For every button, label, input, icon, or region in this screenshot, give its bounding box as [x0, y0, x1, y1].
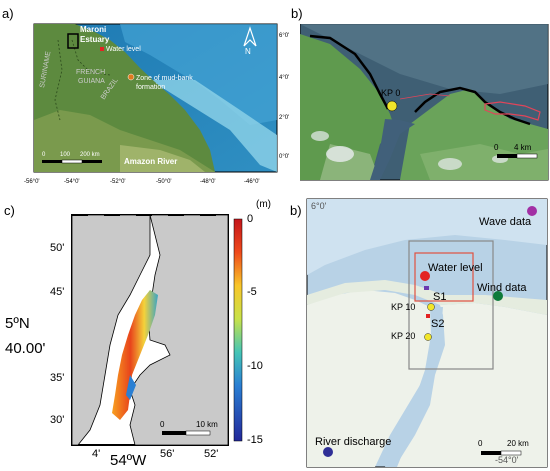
scale-a-0: 0: [42, 152, 46, 158]
label-zone-1: Zone of mud-bank: [136, 75, 193, 82]
label-estuary: Estuary: [80, 35, 110, 44]
label-kp10: KP 10: [391, 302, 415, 312]
lon-c-56: 56': [160, 448, 174, 460]
lat-c-40: 40.00': [5, 340, 46, 357]
panel-a-map: N 0 100 200 km Maroni Estuary Water leve…: [24, 23, 289, 185]
scale-b2-0: 0: [478, 439, 483, 448]
scale-b1-4: 4 km: [514, 143, 532, 152]
panel-c-label: c): [4, 203, 15, 218]
label-zone-2: formation: [136, 84, 165, 91]
panel-b1-label: b): [291, 6, 303, 21]
panel-b2-label: b): [290, 203, 302, 218]
label-wind-data: Wind data: [477, 282, 527, 294]
scale-b1-0: 0: [494, 143, 499, 152]
lat-c-main: 5ºN: [5, 315, 30, 332]
lon-c-52: 52': [204, 448, 218, 460]
colorbar-tick-15: -15: [247, 434, 263, 446]
label-kp0: KP 0: [381, 88, 400, 98]
scale-c-0: 0: [160, 420, 165, 429]
colorbar-title: (m): [256, 199, 271, 210]
lon-tick-6: -46°0': [244, 179, 260, 185]
lon-c-4: 4': [92, 448, 100, 460]
lat-c-45: 45': [50, 286, 64, 298]
scale-c-10: 10 km: [196, 420, 218, 429]
label-water-level: Water level: [106, 46, 141, 53]
colorbar-tick-5: -5: [247, 286, 257, 298]
label-maroni: Maroni: [80, 25, 106, 34]
panel-b1-map: KP 0 0 4 km: [300, 24, 549, 181]
lat-c-50: 50': [50, 242, 64, 254]
lon-tick-2: -54°0': [64, 179, 80, 185]
panel-a-label: a): [2, 6, 14, 21]
lon-tick-5: -48°0': [200, 179, 216, 185]
compass-n: N: [245, 47, 251, 56]
lat-tick-4: 0°0': [279, 154, 289, 160]
label-river-discharge: River discharge: [315, 436, 391, 448]
lon-tick-1: -56°0': [24, 179, 40, 185]
lon-tick-3: -52°0': [110, 179, 126, 185]
lat-tick-1: 6°0': [279, 33, 289, 39]
lat-c-35: 35': [50, 372, 64, 384]
lon-tick-4: -50°0': [156, 179, 172, 185]
label-wave-data: Wave data: [479, 216, 532, 228]
lat-tick-2: 4°0': [279, 75, 289, 81]
corner-lat: 6°0': [311, 201, 327, 211]
panel-b2-map: 6°0' -54°0' Wave data Water level Wind d…: [306, 198, 548, 468]
label-french: FRENCH: [76, 69, 105, 76]
lon-c-main: 54ºW: [110, 452, 147, 469]
lat-tick-3: 2°0': [279, 115, 289, 121]
label-water-level-b2: Water level: [428, 262, 483, 274]
colorbar-tick-0: 0: [247, 213, 253, 225]
scale-a-200: 200 km: [80, 152, 100, 158]
colorbar-tick-10: -10: [247, 360, 263, 372]
scale-b2-20: 20 km: [507, 439, 529, 448]
scale-a-100: 100: [60, 152, 71, 158]
label-s1: S1: [433, 291, 446, 303]
label-kp20: KP 20: [391, 331, 415, 341]
label-amazon: Amazon River: [124, 157, 177, 166]
label-s2: S2: [431, 318, 444, 330]
label-guiana: GUIANA: [78, 78, 105, 85]
corner-lon: -54°0': [495, 455, 519, 465]
panel-c-map: 0 10 km 50' 45' 5ºN 40.00' 35' 30' 4' 54…: [5, 199, 271, 469]
lat-c-30: 30': [50, 414, 64, 426]
